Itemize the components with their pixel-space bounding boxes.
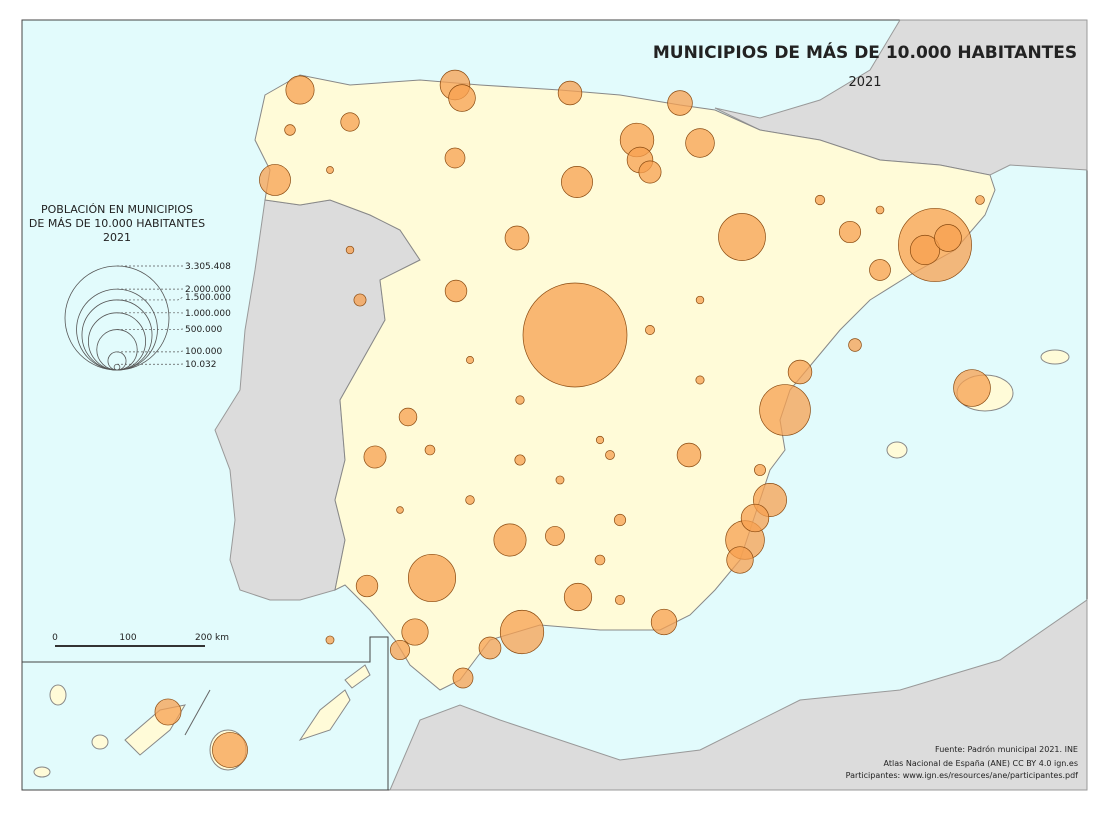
source: Atlas Nacional de España (ANE) CC BY 4.0… (884, 759, 1078, 768)
population-bubble (976, 196, 985, 205)
population-bubble (614, 514, 625, 525)
population-bubble (286, 76, 314, 104)
population-bubble (696, 296, 704, 304)
population-bubble (615, 595, 624, 604)
population-bubble (326, 636, 334, 644)
population-bubble (595, 555, 605, 565)
legend-label: 1.500.000 (185, 293, 231, 303)
population-bubble (564, 583, 591, 610)
population-bubble (596, 436, 603, 443)
population-bubble (516, 396, 524, 404)
population-bubble (408, 554, 455, 601)
population-bubble (155, 699, 181, 725)
population-bubble (326, 166, 333, 173)
population-bubble (788, 360, 812, 384)
legend-label: 1.000.000 (185, 309, 231, 319)
subtitle: 2021 (848, 75, 881, 90)
population-bubble (696, 376, 704, 384)
population-bubble (754, 464, 765, 475)
legend-label: 500.000 (185, 325, 222, 335)
population-bubble (364, 446, 386, 468)
population-bubble (558, 81, 582, 105)
legend-label: 100.000 (185, 347, 222, 357)
population-bubble (849, 339, 862, 352)
population-bubble (466, 356, 473, 363)
population-bubble (954, 370, 991, 407)
legend-label: 10.032 (185, 360, 217, 370)
population-bubble (515, 455, 525, 465)
population-bubble (453, 668, 473, 688)
population-bubble (668, 91, 693, 116)
legend-title: DE MÁS DE 10.000 HABITANTES (29, 217, 205, 230)
population-bubble (341, 113, 360, 132)
title: MUNICIPIOS DE MÁS DE 10.000 HABITANTES (653, 41, 1077, 63)
population-bubble (741, 504, 769, 532)
source: Participantes: www.ign.es/resources/ane/… (846, 771, 1079, 780)
population-bubble (605, 450, 614, 459)
population-bubble (500, 610, 543, 653)
population-bubble (686, 129, 715, 158)
population-bubble (545, 526, 564, 545)
population-bubble (479, 637, 501, 659)
population-bubble (397, 507, 404, 514)
population-bubble (556, 476, 564, 484)
population-bubble (425, 445, 435, 455)
population-bubble (356, 575, 378, 597)
population-bubble (212, 732, 247, 767)
population-bubble (639, 161, 661, 183)
legend-title: 2021 (103, 231, 131, 244)
population-bubble (561, 166, 592, 197)
legend-label: 3.305.408 (185, 262, 231, 272)
population-bubble (494, 524, 526, 556)
population-bubble (839, 221, 860, 242)
population-bubble (449, 85, 476, 112)
population-bubble (876, 206, 884, 214)
population-bubble (523, 283, 627, 387)
population-bubble (466, 496, 475, 505)
population-bubble (815, 195, 825, 205)
population-bubble (719, 214, 766, 261)
population-bubble (760, 385, 811, 436)
population-bubble (354, 294, 366, 306)
population-bubble (727, 547, 754, 574)
population-bubble (645, 325, 654, 334)
population-bubble (285, 125, 296, 136)
population-bubble (259, 164, 290, 195)
population-bubble (445, 280, 467, 302)
population-bubble (402, 619, 428, 645)
population-bubble (399, 408, 417, 426)
population-bubble (505, 226, 529, 250)
population-bubble (390, 640, 409, 659)
legend-title: POBLACIÓN EN MUNICIPIOS (41, 203, 193, 216)
population-bubble (869, 259, 890, 280)
population-bubble (677, 443, 701, 467)
population-bubble (346, 246, 354, 254)
scale-label: 100 (119, 633, 136, 643)
population-bubble (445, 148, 465, 168)
source: Fuente: Padrón municipal 2021. INE (935, 744, 1078, 754)
scale-label: 200 km (195, 633, 229, 643)
scale-label: 0 (52, 633, 58, 643)
population-bubble (934, 224, 961, 251)
population-bubble (651, 609, 677, 635)
